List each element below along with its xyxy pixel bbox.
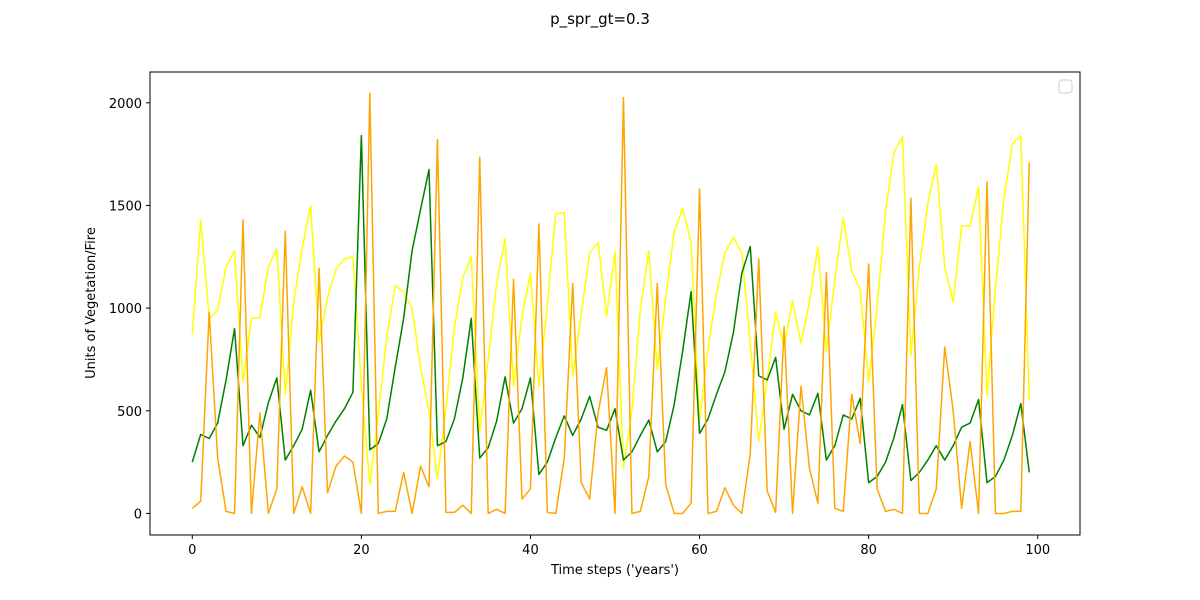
- y-axis-label: Units of Vegetation/Fire: [84, 227, 99, 379]
- x-tick-label: 80: [860, 543, 877, 558]
- y-tick-label: 2000: [109, 97, 142, 112]
- y-tick-label: 1500: [109, 199, 142, 214]
- series-lines: [191, 92, 1031, 515]
- y-tick-label: 500: [117, 405, 142, 420]
- x-axis-label: Time steps ('years'): [550, 563, 679, 578]
- x-tick-label: 60: [691, 543, 708, 558]
- y-axis-ticks: 0 500 1000 1500 2000: [109, 97, 150, 522]
- x-tick-label: 100: [1025, 543, 1050, 558]
- y-tick-label: 0: [134, 507, 142, 522]
- x-tick-label: 0: [188, 543, 196, 558]
- x-tick-label: 40: [522, 543, 539, 558]
- plot-area: [150, 72, 1080, 535]
- legend-box: [1058, 79, 1073, 94]
- y-tick-label: 1000: [109, 302, 142, 317]
- series-line-3: [191, 92, 1031, 515]
- x-axis-ticks: 0 20 40 60 80 100: [188, 535, 1050, 558]
- figure-suptitle: p_spr_gt=0.3: [550, 10, 650, 29]
- series-line-2: [191, 134, 1031, 484]
- axes-frame: [149, 71, 1081, 536]
- series-line-1: [191, 134, 1031, 486]
- x-tick-label: 20: [353, 543, 370, 558]
